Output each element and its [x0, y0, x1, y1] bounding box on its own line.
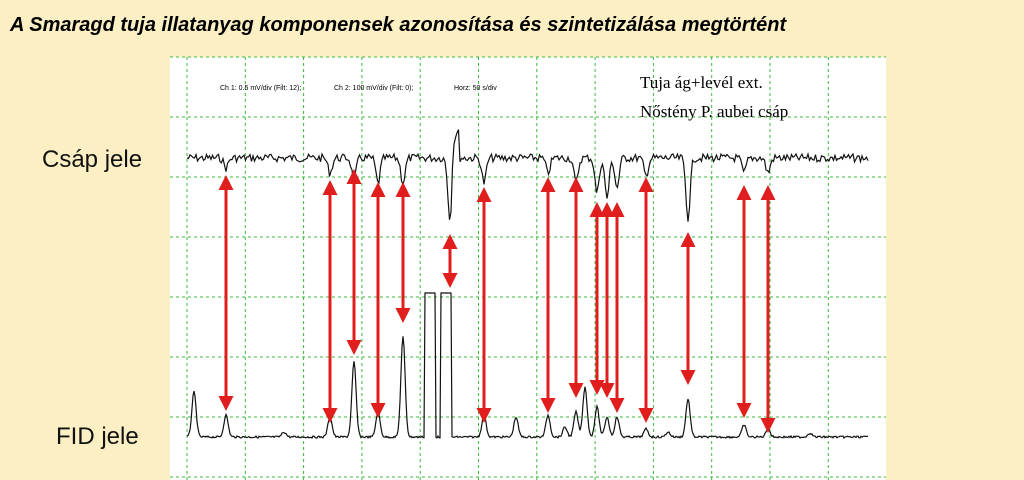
slide-title: A Smaragd tuja illatanyag komponensek az…: [10, 14, 787, 36]
fid-trace: [186, 292, 868, 440]
antenna-label: Csáp jele: [42, 146, 143, 173]
legend-line: Tuja ág+levél ext.: [640, 73, 763, 92]
instrument-ch1: Ch 1: 0.5 mV/div (Filt: 12);: [220, 85, 301, 92]
legend-line: Nőstény P. aubei csáp: [640, 102, 788, 121]
instrument-horz: Horz: 50 s/div: [454, 85, 497, 92]
instrument-ch2: Ch 2: 100 mV/div (Filt: 0);: [334, 85, 413, 92]
arrows: [218, 169, 776, 433]
antenna-trace: [186, 129, 869, 222]
fid-label: FID jele: [56, 423, 139, 450]
